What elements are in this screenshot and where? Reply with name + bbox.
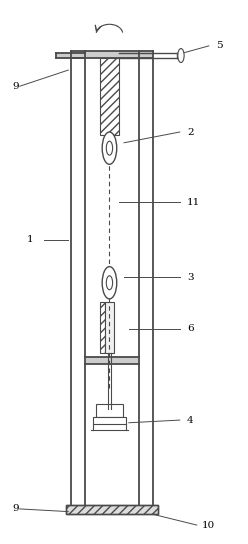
Circle shape xyxy=(106,276,113,290)
Text: 5: 5 xyxy=(216,41,223,51)
Circle shape xyxy=(102,267,117,299)
Text: 4: 4 xyxy=(187,416,194,424)
Text: 6: 6 xyxy=(187,324,194,333)
Circle shape xyxy=(178,48,184,63)
Bar xyxy=(100,301,105,353)
Text: 10: 10 xyxy=(202,521,215,529)
Text: 1: 1 xyxy=(27,235,34,244)
Text: 3: 3 xyxy=(187,273,194,282)
Bar xyxy=(93,417,126,424)
Bar xyxy=(66,505,158,514)
Text: 9: 9 xyxy=(12,82,19,91)
Bar xyxy=(105,301,114,353)
Text: 11: 11 xyxy=(187,197,200,207)
Text: 9: 9 xyxy=(12,504,19,514)
Bar xyxy=(71,51,153,58)
Bar xyxy=(56,53,85,58)
Bar xyxy=(85,356,139,363)
Bar xyxy=(66,505,158,514)
Bar xyxy=(100,58,119,135)
Bar xyxy=(96,404,123,417)
Text: 2: 2 xyxy=(187,127,194,137)
Circle shape xyxy=(106,141,113,155)
Circle shape xyxy=(102,132,117,164)
